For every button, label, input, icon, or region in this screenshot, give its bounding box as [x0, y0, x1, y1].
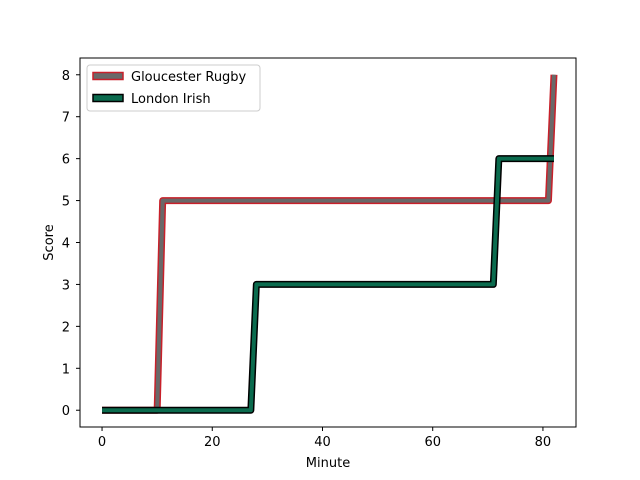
y-tick-label: 2 [62, 320, 70, 335]
series-line-gloucester-rugby [102, 74, 556, 413]
legend-swatch-london-irish [92, 93, 124, 103]
x-tick-label: 40 [314, 435, 331, 450]
legend-label-london-irish: London Irish [131, 92, 211, 107]
legend-box [86, 64, 261, 112]
y-axis-label: Score [42, 224, 57, 260]
x-tick-label: 60 [424, 435, 441, 450]
y-tick-label: 5 [62, 195, 70, 210]
series-layer [102, 74, 558, 414]
series-line-london-irish [102, 156, 554, 413]
legend-label-gloucester-rugby: Gloucester Rugby [131, 70, 247, 85]
series-line-outline-gloucester-rugby [102, 74, 558, 414]
y-axis: 0 1 2 3 4 5 6 7 8 [62, 69, 80, 419]
x-axis-label: Minute [306, 456, 350, 471]
y-tick-label: 1 [62, 362, 70, 377]
x-tick-label: 80 [535, 435, 552, 450]
x-tick-label: 0 [98, 435, 106, 450]
x-tick-label: 20 [204, 435, 221, 450]
y-tick-label: 3 [62, 278, 70, 293]
x-axis: 0 20 40 60 80 [98, 427, 551, 450]
legend-swatch-gloucester-rugby [92, 71, 124, 81]
y-tick-label: 8 [62, 69, 70, 84]
y-tick-label: 4 [62, 237, 70, 252]
plot-frame [79, 57, 577, 428]
y-tick-label: 0 [62, 404, 70, 419]
y-tick-label: 7 [62, 111, 70, 126]
legend: Gloucester Rugby London Irish [86, 64, 261, 112]
y-tick-label: 6 [62, 153, 70, 168]
